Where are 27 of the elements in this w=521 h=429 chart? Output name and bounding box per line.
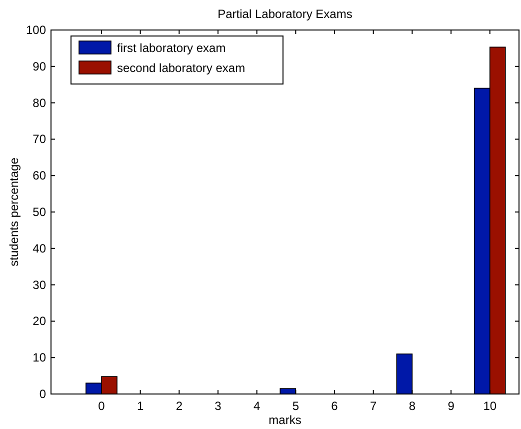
y-tick-label: 20: [32, 314, 46, 328]
x-tick-label: 6: [331, 399, 338, 413]
y-tick-label: 10: [32, 350, 46, 365]
y-tick-label: 30: [32, 278, 46, 292]
legend-label: first laboratory exam: [117, 41, 226, 55]
y-tick-label: 0: [39, 387, 46, 401]
x-tick-label: 9: [448, 399, 455, 413]
y-tick-label: 50: [32, 205, 46, 219]
y-tick-label: 90: [32, 59, 46, 74]
y-tick-label: 60: [32, 168, 46, 183]
x-tick-label: 1: [136, 399, 144, 413]
y-axis-title: students percentage: [7, 157, 21, 266]
x-tick-label: 7: [370, 399, 378, 413]
x-tick-label: 3: [214, 399, 222, 413]
x-tick-label: 0: [98, 399, 106, 413]
x-tick-label: 8: [408, 399, 416, 413]
legend-label: second laboratory exam: [117, 61, 246, 75]
y-tick-label: 80: [32, 96, 46, 110]
x-tick-label: 2: [176, 399, 183, 413]
x-tick-label: 5: [292, 399, 300, 413]
y-tick-label: 100: [26, 23, 46, 37]
y-tick-label: 70: [32, 132, 46, 146]
x-tick-label: 10: [483, 399, 497, 413]
x-axis-title: marks: [268, 413, 302, 427]
x-tick-label: 4: [254, 399, 260, 413]
y-tick-label: 40: [32, 241, 46, 256]
chart-title: Partial Laboratory Exams: [218, 7, 352, 21]
